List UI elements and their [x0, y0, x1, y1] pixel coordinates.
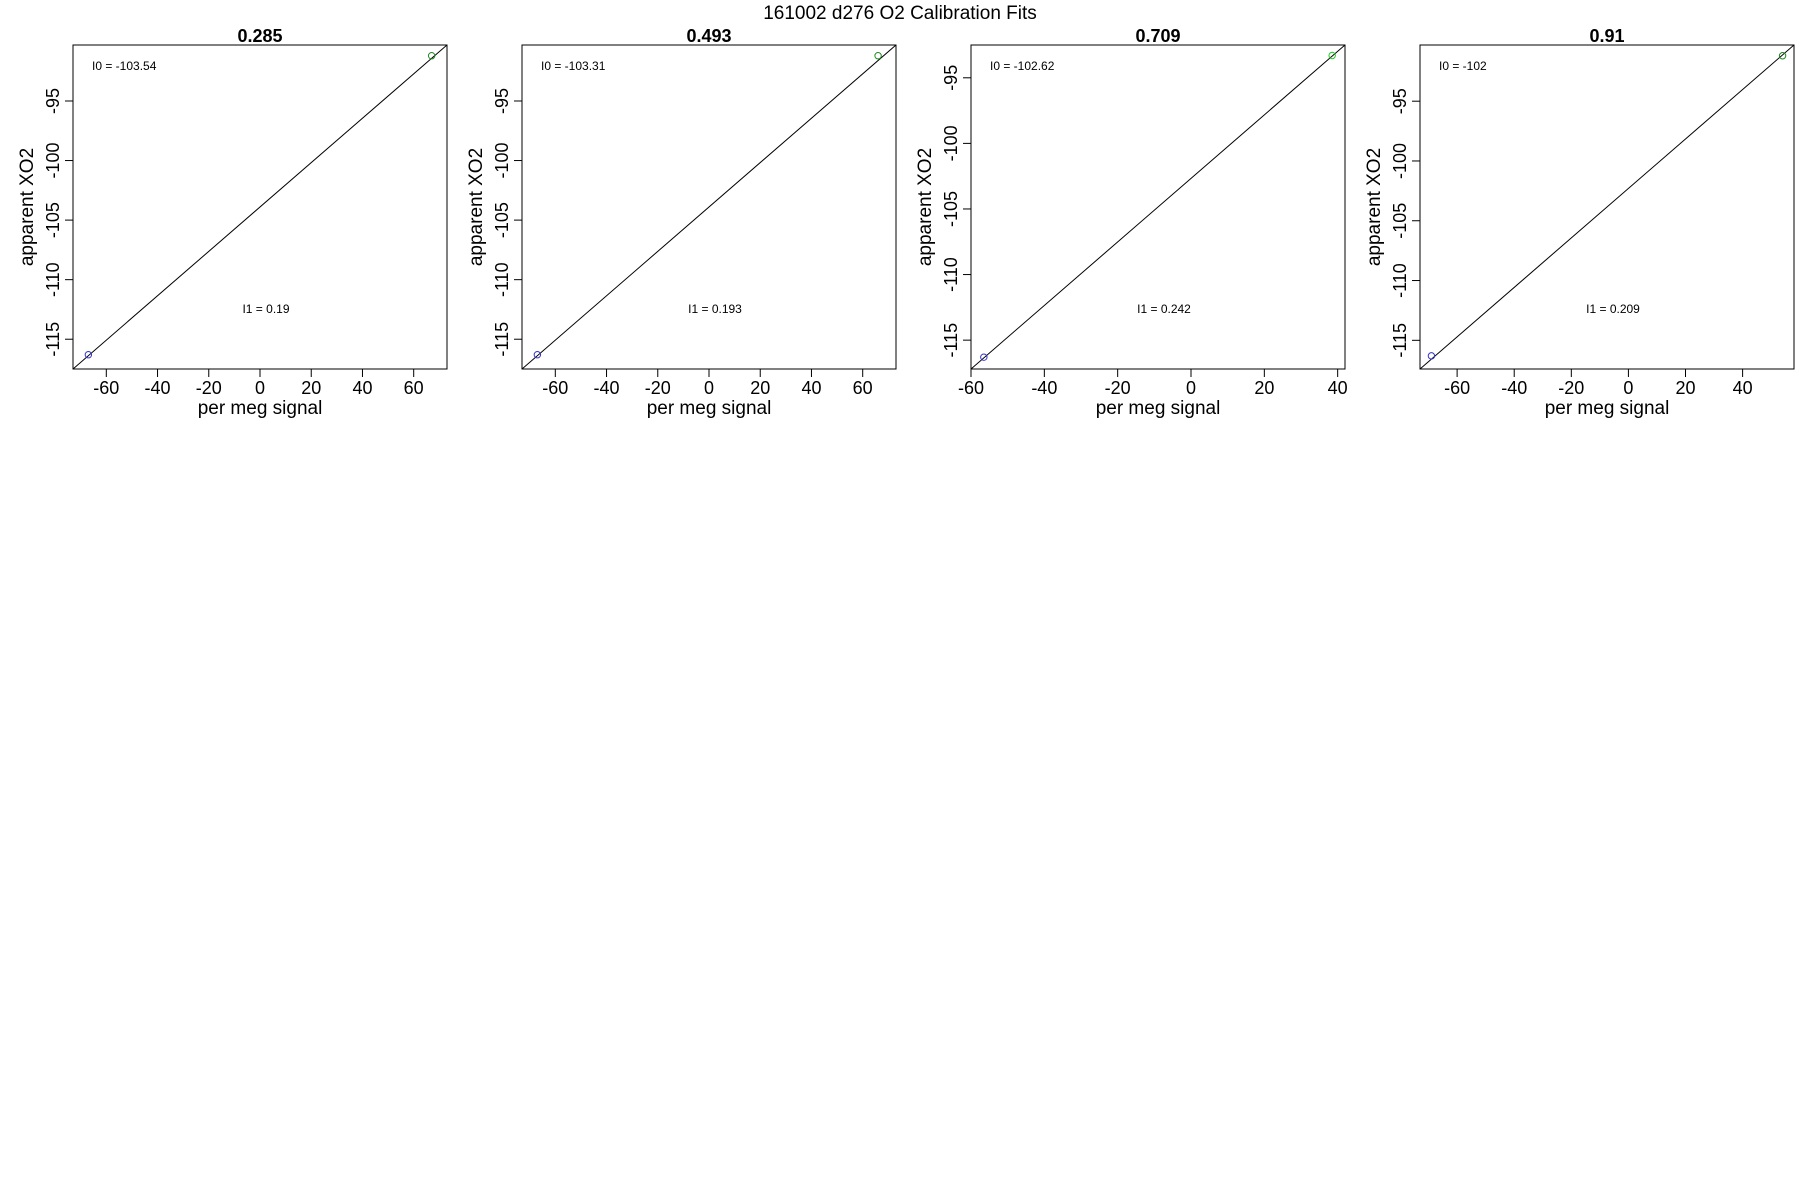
data-point [84, 351, 93, 359]
x-tick-label: 40 [352, 378, 372, 398]
y-tick-label: -115 [492, 322, 512, 357]
panels: 0.285 -60 -40 -20 0 20 40 60 -95 -100 -105 -110 -115… [17, 26, 1795, 419]
data-point [980, 353, 988, 361]
x-tick-label: -60 [542, 378, 568, 398]
x-tick-label: 0 [704, 378, 714, 398]
x-axis-label: per meg signal [1096, 398, 1221, 419]
y-tick-label: -110 [492, 262, 512, 297]
x-tick-label: 0 [1186, 378, 1196, 398]
y-tick-label: -115 [1390, 323, 1410, 358]
y-tick-label: -100 [1390, 143, 1410, 179]
x-tick-label: -40 [145, 378, 171, 398]
chart-panel-2: 0.493 -60 -40 -20 0 20 40 60 -95 -100 -105 -110 -115… [466, 26, 897, 419]
data-point [874, 52, 882, 60]
y-tick-label: -105 [43, 202, 63, 238]
y-tick-label: -95 [43, 88, 63, 114]
x-axis-label: per meg signal [647, 398, 772, 419]
y-tick-label: -100 [492, 143, 512, 179]
fit-line [522, 45, 896, 369]
y-tick-label: -100 [43, 143, 63, 179]
y-tick-label: -95 [1390, 88, 1410, 114]
fit-line [73, 45, 447, 369]
x-axis-label: per meg signal [198, 398, 323, 419]
x-tick-label: 20 [1254, 378, 1274, 398]
data-point [533, 351, 542, 359]
x-tick-label: -60 [93, 378, 119, 398]
intercept-annotation: I0 = -103.31 [541, 59, 606, 73]
x-tick-label: 60 [853, 378, 873, 398]
fit-line [971, 45, 1345, 369]
x-axis-label: per meg signal [1545, 398, 1670, 419]
intercept-annotation: I0 = -103.54 [92, 59, 157, 73]
x-tick-label: -60 [958, 378, 984, 398]
x-tick-label: -40 [1501, 378, 1527, 398]
x-tick-label: -20 [645, 378, 671, 398]
panel-title: 0.285 [237, 26, 282, 46]
panel-title: 0.91 [1589, 26, 1624, 46]
x-tick-label: 20 [301, 378, 321, 398]
x-tick-label: -20 [1105, 378, 1131, 398]
y-tick-label: -95 [492, 88, 512, 114]
chart-panel-3: 0.709 -60 -40 -20 0 20 40 -95 -100 -105 -110 -115 pe… [915, 26, 1348, 419]
y-tick-label: -105 [492, 202, 512, 238]
y-tick-label: -115 [43, 322, 63, 357]
x-tick-label: 40 [1733, 378, 1753, 398]
y-axis-label: apparent XO2 [915, 148, 936, 266]
data-point [1778, 52, 1787, 60]
y-axis-label: apparent XO2 [466, 148, 487, 266]
y-tick-label: -105 [1390, 203, 1410, 239]
y-axis-label: apparent XO2 [17, 148, 38, 266]
y-tick-label: -110 [43, 262, 63, 297]
chart-panel-1: 0.285 -60 -40 -20 0 20 40 60 -95 -100 -105 -110 -115… [17, 26, 448, 419]
x-tick-label: 0 [255, 378, 265, 398]
slope-annotation: I1 = 0.193 [688, 302, 742, 316]
x-tick-label: 20 [750, 378, 770, 398]
figure-title: 161002 d276 O2 Calibration Fits [763, 3, 1037, 24]
y-tick-label: -115 [941, 323, 961, 358]
y-tick-label: -95 [941, 65, 961, 91]
intercept-annotation: I0 = -102.62 [990, 59, 1055, 73]
y-tick-label: -100 [941, 125, 961, 161]
data-point [1328, 51, 1336, 60]
x-tick-label: -20 [1558, 378, 1584, 398]
x-tick-label: -40 [594, 378, 620, 398]
x-tick-label: -40 [1031, 378, 1057, 398]
data-point [1427, 352, 1436, 360]
slope-annotation: I1 = 0.242 [1137, 302, 1191, 316]
data-point [427, 52, 436, 60]
panel-title: 0.493 [686, 26, 731, 46]
x-tick-label: -60 [1444, 378, 1470, 398]
x-tick-label: 40 [801, 378, 821, 398]
x-tick-label: 60 [404, 378, 424, 398]
x-tick-label: -20 [196, 378, 222, 398]
y-axis-label: apparent XO2 [1364, 148, 1385, 266]
slope-annotation: I1 = 0.209 [1586, 302, 1640, 316]
panel-title: 0.709 [1135, 26, 1180, 46]
chart-panel-4: 0.91 -60 -40 -20 0 20 40 -95 -100 -105 -110 -115 per… [1364, 26, 1795, 419]
fit-line [1420, 45, 1794, 369]
slope-annotation: I1 = 0.19 [242, 302, 289, 316]
y-tick-label: -105 [941, 191, 961, 227]
x-tick-label: 20 [1675, 378, 1695, 398]
intercept-annotation: I0 = -102 [1439, 59, 1487, 73]
x-tick-label: 0 [1623, 378, 1633, 398]
y-tick-label: -110 [941, 257, 961, 292]
x-tick-label: 40 [1328, 378, 1348, 398]
y-tick-label: -110 [1390, 263, 1410, 298]
